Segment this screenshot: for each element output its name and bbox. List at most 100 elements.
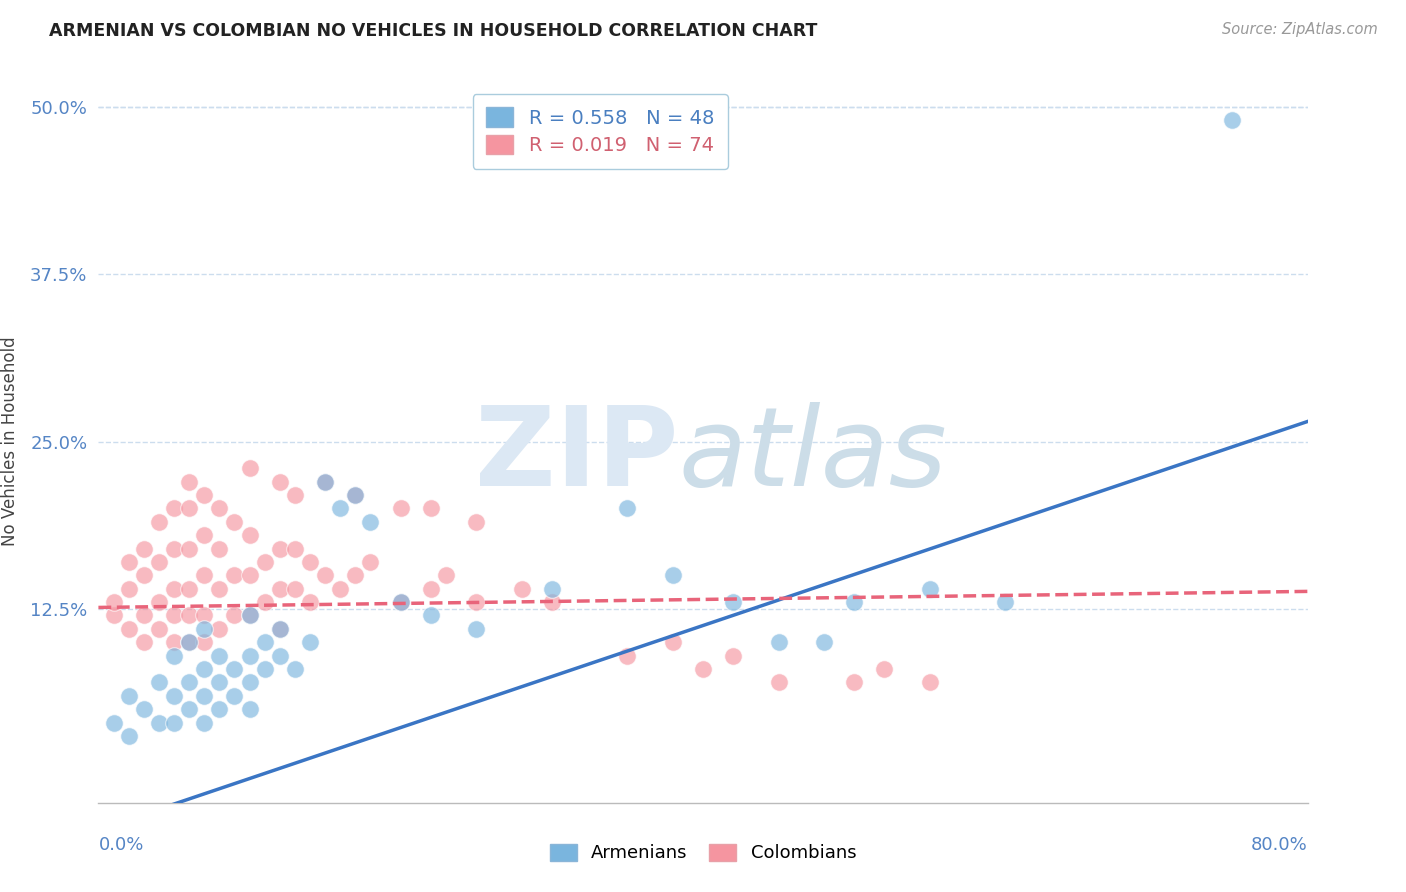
Point [163, 541, 186, 556]
Point [148, 555, 170, 569]
Point [420, 608, 443, 623]
Point [103, 715, 125, 730]
Point [389, 501, 412, 516]
Point [723, 595, 745, 609]
Point [148, 622, 170, 636]
Point [269, 622, 291, 636]
Point [329, 501, 352, 516]
Point [224, 515, 246, 529]
Point [360, 555, 382, 569]
Point [360, 515, 382, 529]
Point [420, 582, 443, 596]
Point [873, 662, 896, 676]
Point [994, 595, 1017, 609]
Point [420, 501, 443, 516]
Point [148, 515, 170, 529]
Point [208, 501, 231, 516]
Point [844, 675, 866, 690]
Y-axis label: No Vehicles in Household: No Vehicles in Household [1, 336, 18, 547]
Point [224, 568, 246, 582]
Point [103, 595, 125, 609]
Legend: R = 0.558   N = 48, R = 0.019   N = 74: R = 0.558 N = 48, R = 0.019 N = 74 [472, 94, 728, 169]
Point [118, 622, 141, 636]
Point [208, 622, 231, 636]
Point [253, 595, 276, 609]
Point [118, 729, 141, 743]
Point [163, 635, 186, 649]
Point [540, 582, 562, 596]
Point [329, 582, 352, 596]
Point [132, 702, 155, 716]
Point [193, 689, 215, 703]
Point [344, 568, 367, 582]
Point [239, 648, 262, 663]
Point [148, 595, 170, 609]
Point [434, 568, 457, 582]
Point [616, 648, 638, 663]
Text: 0.0%: 0.0% [98, 837, 143, 855]
Point [208, 541, 231, 556]
Point [344, 488, 367, 502]
Point [299, 635, 322, 649]
Point [239, 608, 262, 623]
Point [269, 541, 291, 556]
Point [148, 675, 170, 690]
Point [239, 568, 262, 582]
Point [465, 595, 488, 609]
Point [269, 622, 291, 636]
Point [163, 715, 186, 730]
Point [389, 595, 412, 609]
Point [208, 648, 231, 663]
Point [768, 675, 790, 690]
Point [299, 595, 322, 609]
Text: atlas: atlas [679, 402, 948, 509]
Point [208, 702, 231, 716]
Point [193, 635, 215, 649]
Point [163, 501, 186, 516]
Point [163, 608, 186, 623]
Point [163, 689, 186, 703]
Point [269, 582, 291, 596]
Point [269, 648, 291, 663]
Point [163, 648, 186, 663]
Point [299, 555, 322, 569]
Point [253, 555, 276, 569]
Point [239, 675, 262, 690]
Point [510, 582, 533, 596]
Point [314, 475, 336, 489]
Point [269, 475, 291, 489]
Point [224, 608, 246, 623]
Point [193, 568, 215, 582]
Point [239, 461, 262, 475]
Point [132, 635, 155, 649]
Text: 80.0%: 80.0% [1251, 837, 1308, 855]
Text: ZIP: ZIP [475, 402, 679, 509]
Point [1220, 113, 1243, 128]
Point [179, 635, 201, 649]
Point [118, 689, 141, 703]
Point [193, 608, 215, 623]
Point [253, 662, 276, 676]
Point [179, 608, 201, 623]
Point [132, 568, 155, 582]
Point [224, 662, 246, 676]
Point [179, 675, 201, 690]
Text: ARMENIAN VS COLOMBIAN NO VEHICLES IN HOUSEHOLD CORRELATION CHART: ARMENIAN VS COLOMBIAN NO VEHICLES IN HOU… [49, 22, 817, 40]
Point [540, 595, 562, 609]
Point [239, 608, 262, 623]
Point [465, 515, 488, 529]
Point [314, 475, 336, 489]
Point [918, 675, 941, 690]
Point [284, 582, 307, 596]
Point [179, 582, 201, 596]
Point [465, 622, 488, 636]
Point [616, 501, 638, 516]
Point [314, 568, 336, 582]
Point [193, 488, 215, 502]
Point [179, 475, 201, 489]
Point [132, 541, 155, 556]
Point [844, 595, 866, 609]
Point [179, 635, 201, 649]
Point [179, 541, 201, 556]
Point [284, 662, 307, 676]
